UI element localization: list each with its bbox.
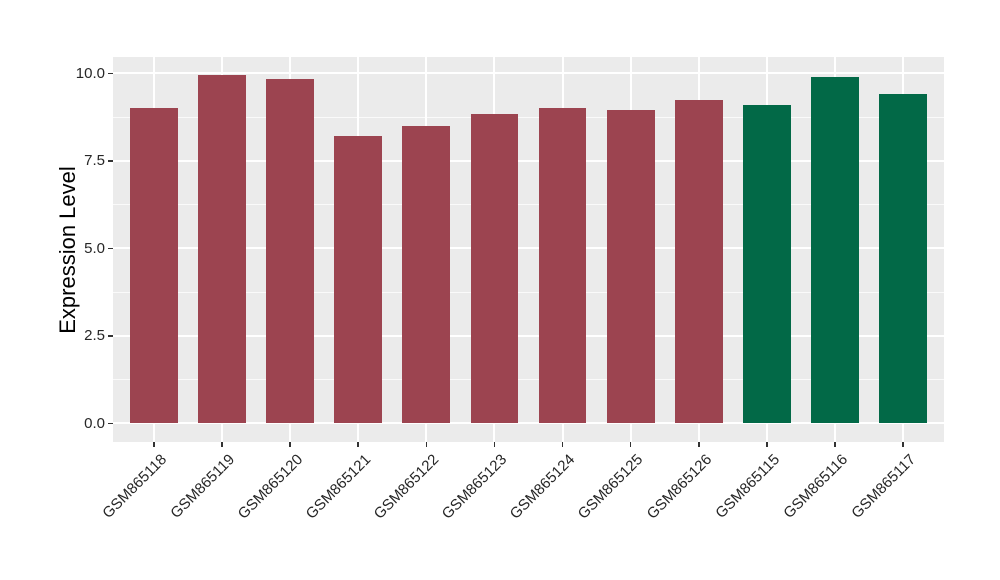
bar-GSM865120	[266, 78, 314, 424]
x-tick-label: GSM865115	[712, 451, 783, 522]
y-tick-label: 7.5	[84, 152, 105, 170]
gridline-major	[113, 247, 944, 250]
x-tick-mark	[289, 442, 291, 447]
y-tick-mark	[108, 422, 113, 425]
x-tick-mark	[493, 442, 496, 447]
bar-GSM865125	[606, 110, 655, 424]
bar-GSM865119	[198, 75, 246, 424]
gridline-major	[113, 422, 944, 425]
y-tick-mark	[108, 72, 113, 75]
bar-GSM865122	[402, 125, 451, 424]
x-tick-mark	[629, 442, 632, 447]
x-tick-label: GSM865119	[167, 451, 238, 522]
gridline-minor	[113, 291, 944, 293]
bar-GSM865123	[470, 113, 519, 424]
y-tick-mark	[108, 160, 113, 162]
x-tick-mark	[834, 442, 836, 447]
gridline-major	[113, 72, 944, 75]
x-tick-label: GSM865117	[848, 451, 920, 522]
bar-GSM865126	[674, 99, 723, 424]
x-tick-label: GSM865126	[643, 451, 715, 523]
x-tick-label: GSM865125	[575, 451, 647, 523]
x-tick-mark	[357, 442, 359, 447]
x-tick-mark	[902, 442, 904, 447]
bar-GSM865116	[811, 76, 859, 424]
bar-GSM865115	[743, 104, 791, 424]
x-tick-mark	[766, 442, 768, 447]
y-tick-mark	[108, 247, 113, 250]
x-tick-mark	[153, 442, 155, 447]
x-tick-label: GSM865118	[99, 451, 170, 522]
x-tick-mark	[561, 442, 564, 447]
bar-GSM865121	[334, 136, 383, 424]
gridline-minor	[113, 379, 944, 381]
gridline-major	[113, 159, 944, 162]
y-tick-label: 0.0	[84, 414, 105, 432]
x-tick-label: GSM865124	[506, 451, 579, 523]
gridline-minor	[113, 116, 944, 118]
x-tick-label: GSM865120	[234, 451, 307, 523]
y-tick-label: 10.0	[75, 64, 105, 82]
x-tick-label: GSM865121	[302, 451, 375, 523]
bar-GSM865117	[879, 94, 927, 424]
x-tick-mark	[425, 442, 428, 447]
bar-GSM865118	[130, 108, 178, 424]
y-tick-label: 2.5	[84, 327, 105, 345]
plot-panel	[113, 57, 944, 442]
x-tick-mark	[698, 442, 700, 447]
bar-GSM865124	[538, 108, 587, 424]
gridline-minor	[113, 204, 944, 206]
x-tick-label: GSM865123	[438, 451, 511, 523]
y-tick-mark	[108, 335, 113, 337]
gridline-major	[113, 334, 944, 337]
x-tick-label: GSM865116	[780, 451, 852, 522]
x-tick-label: GSM865122	[370, 451, 443, 523]
y-tick-label: 5.0	[84, 239, 105, 257]
x-tick-mark	[221, 442, 223, 447]
